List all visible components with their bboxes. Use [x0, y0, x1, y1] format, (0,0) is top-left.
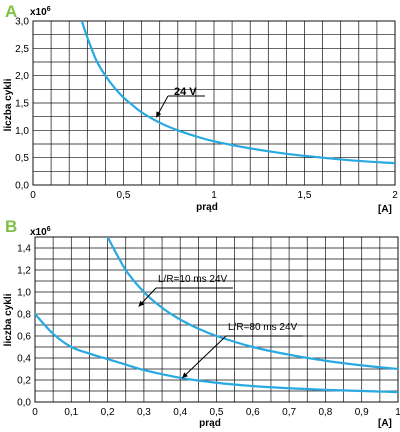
series-line-b-1	[106, 237, 398, 371]
y-tick-label-b: 1,2	[17, 266, 31, 277]
x-axis-unit-b: [A]	[378, 418, 392, 429]
x-tick-label-b: 0	[32, 407, 38, 418]
y-axis-label-a: liczba cykli	[3, 78, 14, 131]
x-axis-label-a: prąd	[196, 202, 218, 213]
annotation-arrowhead-b-1	[138, 300, 145, 307]
annotation-leader-b-2	[181, 335, 227, 379]
multiplier-a-base: x10	[30, 7, 47, 18]
x-tick-label-a: 1,5	[298, 190, 312, 201]
y-axis-label-b: liczba cykli	[3, 293, 14, 346]
x-tick-label-b: 0,2	[101, 407, 115, 418]
x-tick-label-b: 0,5	[210, 407, 224, 418]
annotation-arrowhead-a-1	[156, 111, 162, 118]
series-label-b-2: L/R=80 ms 24V	[228, 322, 298, 333]
chart-panel-a: 0 0,5 1 1,5 2 0,0 0,5 1,0 1,5 2,0 2,5 3,0 24 V	[15, 17, 398, 202]
y-tick-label-a: 2,5	[15, 44, 29, 55]
y-tick-label-a: 2,0	[15, 71, 29, 82]
x-tick-label-a: 1	[211, 190, 217, 201]
y-tick-label-a: 1,0	[15, 126, 29, 137]
y-tick-label-b: 0,8	[17, 310, 31, 321]
multiplier-a-exp: 6	[47, 6, 51, 13]
x-tick-label-b: 0,9	[355, 407, 369, 418]
x-axis-label-b: prąd	[199, 418, 221, 429]
multiplier-b-exp: 6	[47, 226, 51, 233]
y-tick-label-b: 1,4	[17, 244, 31, 255]
y-tick-label-b: 0,6	[17, 332, 31, 343]
y-tick-label-a: 3,0	[15, 17, 29, 28]
series-label-a-1: 24 V	[174, 86, 197, 98]
y-tick-label-b: 0,0	[17, 398, 31, 409]
x-tick-label-b: 0,6	[246, 407, 260, 418]
annotation-arrowhead-b-2	[182, 372, 188, 378]
series-label-b-1: L/R=10 ms 24V	[158, 274, 228, 285]
multiplier-b: x106	[30, 226, 51, 238]
x-tick-label-a: 2	[392, 190, 398, 201]
series-line-b-2	[35, 312, 398, 394]
series-line-a-1	[80, 21, 395, 165]
multiplier-b-base: x10	[30, 227, 47, 238]
x-tick-label-b: 0,1	[64, 407, 78, 418]
x-tick-label-a: 0	[30, 190, 36, 201]
y-tick-label-a: 0,0	[15, 181, 29, 192]
panel-label-b: B	[5, 217, 17, 236]
y-tick-label-a: 1,5	[15, 99, 29, 110]
x-tick-label-a: 0,5	[117, 190, 131, 201]
plot-frame-a	[32, 20, 396, 186]
x-tick-label-b: 0,8	[318, 407, 332, 418]
x-tick-label-b: 1	[395, 407, 400, 418]
x-tick-label-b: 0,3	[137, 407, 151, 418]
x-axis-unit-a: [A]	[378, 204, 392, 215]
y-tick-label-b: 1,0	[17, 288, 31, 299]
plot-frame-b	[34, 236, 399, 403]
y-tick-label-a: 0,5	[15, 153, 29, 164]
multiplier-a: x106	[30, 6, 51, 18]
x-tick-label-b: 0,4	[173, 407, 187, 418]
y-tick-label-b: 0,2	[17, 376, 31, 387]
panel-label-a: A	[5, 2, 17, 21]
chart-panel-b: 0 0,1 0,2 0,3 0,4 0,5 0,6 0,7 0,8 0,9 1 0,0 0,2 0,4 0,…	[17, 236, 400, 418]
x-tick-label-b: 0,7	[282, 407, 296, 418]
y-tick-label-b: 0,4	[17, 354, 31, 365]
